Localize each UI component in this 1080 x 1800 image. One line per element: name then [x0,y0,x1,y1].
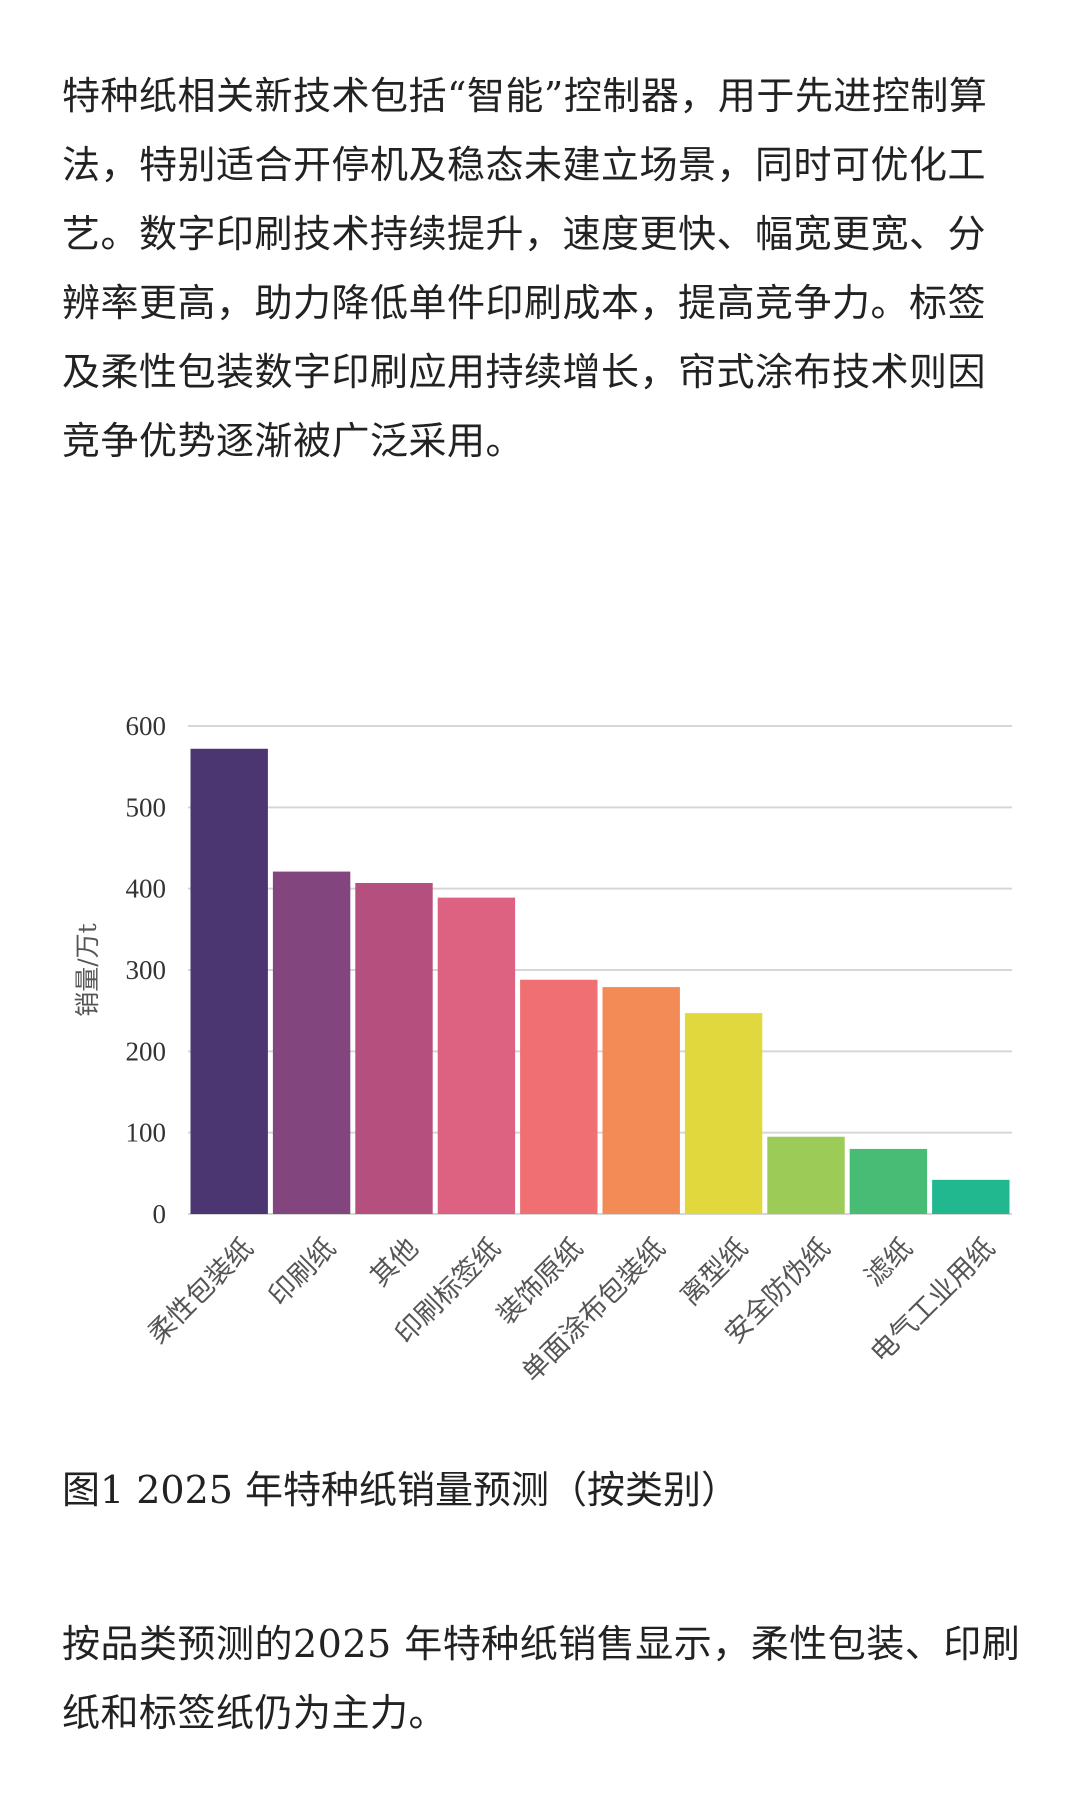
bar [272,871,351,1214]
y-tick-label: 200 [126,1036,167,1066]
y-axis-title: 销量/万t [73,923,102,1016]
y-tick-label: 600 [126,711,167,741]
bar [190,748,268,1214]
intro-paragraph: 特种纸相关新技术包括“智能”控制器，用于先进控制算法，特别适合开停机及稳态未建立… [62,74,988,463]
y-tick-label: 400 [126,874,167,904]
bar [849,1148,928,1214]
category-label: 其他 [364,1233,424,1293]
bar [684,1013,763,1214]
category-label: 印刷纸 [263,1233,342,1312]
category-label: 离型纸 [675,1233,754,1312]
figure-caption: 图1 2025 年特种纸销量预测（按类别） [62,1468,740,1512]
bars [190,748,1010,1214]
category-label: 柔性包装纸 [142,1233,259,1350]
bar [932,1179,1010,1214]
category-label: 单面涂布包装纸 [516,1233,672,1389]
y-tick-label: 0 [153,1199,167,1229]
y-tick-label: 300 [126,955,167,985]
bar [355,882,433,1214]
bar [437,897,516,1214]
bar [602,987,680,1214]
category-label: 滤纸 [859,1233,919,1293]
sales-forecast-bar-chart: 0 100 200 300 400 500 600 柔性包装纸 印刷纸 其他 印刷标签纸 装饰原纸单… [0,680,1080,1420]
y-tick-label: 500 [126,792,167,822]
y-tick-labels: 0 100 200 300 400 500 600 [126,711,167,1229]
bar [767,1136,845,1214]
y-tick-label: 100 [126,1118,167,1148]
bar [520,979,598,1214]
chart-canvas: 0 100 200 300 400 500 600 柔性包装纸 印刷纸 其他印刷标签纸装饰原纸单… [73,711,1012,1389]
summary-paragraph: 按品类预测的2025 年特种纸销售显示，柔性包装、印刷纸和标签纸仍为主力。 [62,1622,1021,1735]
